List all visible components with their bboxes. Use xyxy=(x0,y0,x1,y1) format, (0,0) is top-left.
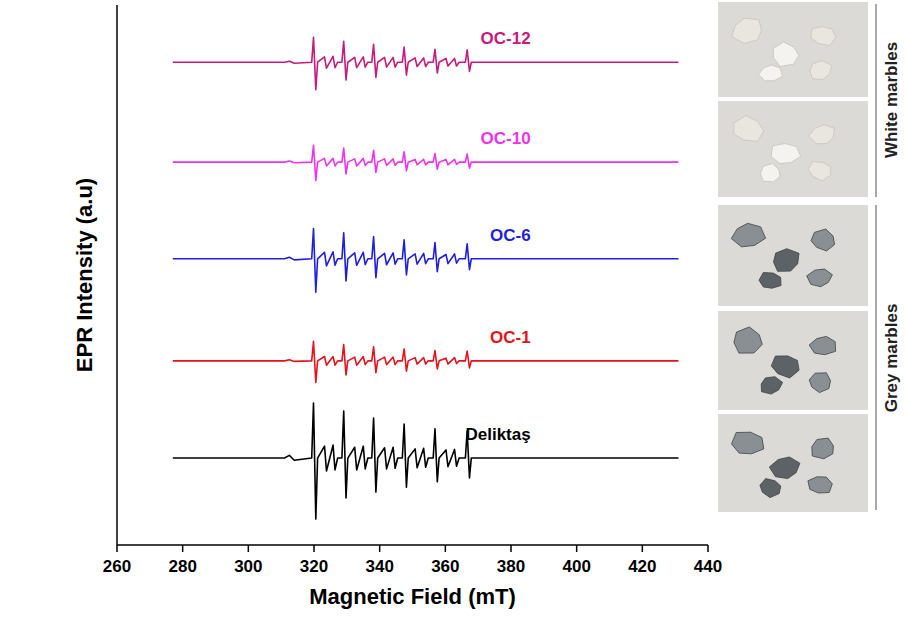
x-tick-label: 420 xyxy=(628,557,656,576)
x-axis-title: Magnetic Field (mT) xyxy=(309,584,516,609)
group-line xyxy=(876,205,877,510)
stone xyxy=(769,457,800,479)
stone xyxy=(812,438,834,459)
stone xyxy=(759,273,781,289)
x-tick xyxy=(707,545,709,552)
stone xyxy=(760,479,781,498)
photo xyxy=(718,101,868,197)
x-tick xyxy=(313,545,315,552)
stone xyxy=(771,144,801,164)
photo xyxy=(718,2,868,97)
spectrum-line xyxy=(173,403,679,519)
x-tick-label: 400 xyxy=(562,557,590,576)
stone xyxy=(809,336,835,354)
stone xyxy=(807,269,833,287)
photo xyxy=(718,311,868,410)
x-tick xyxy=(510,545,512,552)
stone xyxy=(809,125,835,144)
photo xyxy=(718,414,868,512)
x-tick-label: 380 xyxy=(497,557,525,576)
x-tick xyxy=(182,545,184,552)
series-label: OC-12 xyxy=(481,29,531,48)
group-line xyxy=(876,4,877,197)
photos xyxy=(718,2,868,512)
x-tick-label: 280 xyxy=(168,557,196,576)
stone xyxy=(808,162,831,181)
stone xyxy=(774,249,800,272)
stone xyxy=(732,18,762,43)
photo xyxy=(718,205,868,306)
spectrum-line xyxy=(173,341,679,382)
chart: OC-12 OC-10 OC-6 OC-1 Deliktaş 260 280 300 320 34… xyxy=(0,0,905,617)
stone xyxy=(734,327,762,353)
stone xyxy=(759,65,783,81)
x-axis-line xyxy=(117,544,708,546)
x-tick-label: 340 xyxy=(365,557,393,576)
stone xyxy=(731,223,765,247)
x-tick xyxy=(116,545,118,552)
stone xyxy=(811,27,836,46)
stone xyxy=(761,377,782,394)
x-tick xyxy=(248,545,250,552)
stone xyxy=(771,356,799,378)
x-tick xyxy=(576,545,578,552)
y-axis-title: EPR Intensity (a.u) xyxy=(72,178,97,372)
stone xyxy=(773,42,799,67)
x-tick-label: 320 xyxy=(300,557,328,576)
traces xyxy=(173,37,679,519)
x-tick xyxy=(642,545,644,552)
spectrum-line xyxy=(173,229,679,293)
x-tick-label: 360 xyxy=(431,557,459,576)
x-tick-label: 300 xyxy=(234,557,262,576)
series-label: OC-6 xyxy=(490,226,531,245)
stone xyxy=(809,373,830,393)
spectrum-line xyxy=(173,145,679,180)
y-axis-line xyxy=(116,5,118,545)
x-tick xyxy=(445,545,447,552)
spectrum-line xyxy=(173,37,679,89)
stone xyxy=(732,432,764,454)
stone xyxy=(811,229,835,251)
group-label: Grey marbles xyxy=(882,304,901,413)
x-tick-label: 260 xyxy=(103,557,131,576)
stone xyxy=(808,477,832,493)
x-tick xyxy=(379,545,381,552)
series-label: OC-10 xyxy=(481,129,531,148)
series-label: Deliktaş xyxy=(465,425,530,444)
stone xyxy=(810,61,832,80)
group-label: White marbles xyxy=(882,42,901,158)
x-tick-label: 440 xyxy=(694,557,722,576)
stone xyxy=(761,164,781,182)
stone xyxy=(734,116,764,142)
series-label: OC-1 xyxy=(490,328,531,347)
